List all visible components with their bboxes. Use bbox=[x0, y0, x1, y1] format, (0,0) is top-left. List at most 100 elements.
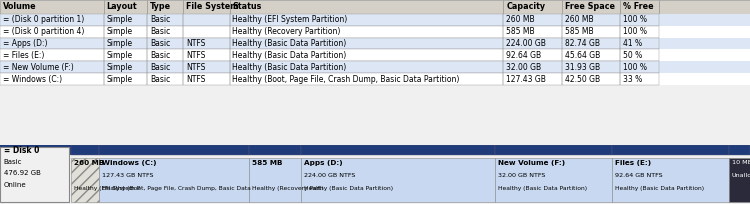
Bar bbox=[147, 0, 183, 14]
Text: Basic: Basic bbox=[150, 39, 170, 48]
Bar bbox=[562, 73, 620, 85]
Text: 31.93 GB: 31.93 GB bbox=[565, 63, 600, 72]
Bar bbox=[104, 73, 147, 85]
Bar bbox=[0, 73, 750, 85]
Text: Capacity: Capacity bbox=[506, 2, 545, 11]
Text: Simple: Simple bbox=[106, 15, 133, 24]
Text: Volume: Volume bbox=[3, 2, 37, 11]
Text: 476.92 GB: 476.92 GB bbox=[4, 170, 40, 176]
Bar bbox=[728, 158, 750, 202]
Bar bbox=[147, 61, 183, 73]
Bar bbox=[503, 38, 562, 49]
Text: Windows (C:): Windows (C:) bbox=[102, 160, 157, 166]
Text: 82.74 GB: 82.74 GB bbox=[565, 39, 600, 48]
Text: Status: Status bbox=[232, 2, 262, 11]
Text: = Windows (C:): = Windows (C:) bbox=[3, 75, 62, 84]
Text: Basic: Basic bbox=[150, 27, 170, 36]
Bar bbox=[620, 61, 659, 73]
Text: Simple: Simple bbox=[106, 51, 133, 60]
Text: NTFS: NTFS bbox=[186, 63, 206, 72]
Text: Online: Online bbox=[4, 182, 26, 187]
Text: 42.50 GB: 42.50 GB bbox=[565, 75, 600, 84]
Bar bbox=[147, 14, 183, 26]
Text: Healthy (Basic Data Partition): Healthy (Basic Data Partition) bbox=[232, 51, 346, 60]
Bar bbox=[70, 145, 99, 155]
Bar bbox=[562, 26, 620, 38]
Bar bbox=[503, 14, 562, 26]
Bar bbox=[620, 0, 659, 14]
Bar bbox=[147, 49, 183, 61]
Text: Basic: Basic bbox=[150, 15, 170, 24]
Bar bbox=[104, 38, 147, 49]
Bar bbox=[620, 73, 659, 85]
Bar bbox=[659, 0, 750, 14]
Text: Basic: Basic bbox=[150, 75, 170, 84]
Text: Apps (D:): Apps (D:) bbox=[304, 160, 343, 166]
Bar bbox=[0, 38, 104, 49]
Bar bbox=[562, 49, 620, 61]
Bar bbox=[230, 14, 503, 26]
Text: Unallocated: Unallocated bbox=[731, 173, 750, 178]
Text: 32.00 GB NTFS: 32.00 GB NTFS bbox=[498, 173, 546, 178]
Text: Healthy (EFI System Partition): Healthy (EFI System Partition) bbox=[232, 15, 348, 24]
Text: Healthy (Recovery Parti: Healthy (Recovery Parti bbox=[252, 186, 323, 191]
Text: Simple: Simple bbox=[106, 39, 133, 48]
Text: Basic: Basic bbox=[150, 51, 170, 60]
Bar bbox=[183, 26, 230, 38]
Text: Free Space: Free Space bbox=[565, 2, 615, 11]
Bar bbox=[0, 73, 104, 85]
Bar bbox=[104, 26, 147, 38]
Text: Basic: Basic bbox=[150, 63, 170, 72]
Bar bbox=[70, 158, 99, 202]
Text: = New Volume (F:): = New Volume (F:) bbox=[3, 63, 74, 72]
Text: Healthy (Boot, Page File, Crash Dump, Basic Data Partition): Healthy (Boot, Page File, Crash Dump, Ba… bbox=[232, 75, 460, 84]
Bar bbox=[99, 158, 249, 202]
Bar bbox=[612, 145, 728, 155]
Text: Healthy (Basic Data Partition): Healthy (Basic Data Partition) bbox=[498, 186, 587, 191]
Bar bbox=[183, 38, 230, 49]
Bar bbox=[0, 49, 750, 61]
Bar bbox=[503, 61, 562, 73]
Bar bbox=[230, 73, 503, 85]
Text: Healthy (Basic Data Partition): Healthy (Basic Data Partition) bbox=[304, 186, 393, 191]
Bar bbox=[0, 26, 104, 38]
Text: 260 MB: 260 MB bbox=[74, 160, 104, 166]
Bar bbox=[620, 26, 659, 38]
Text: = Apps (D:): = Apps (D:) bbox=[3, 39, 47, 48]
Bar bbox=[728, 145, 750, 155]
Bar bbox=[562, 61, 620, 73]
Bar bbox=[249, 158, 301, 202]
Bar bbox=[0, 38, 750, 49]
Text: 33 %: 33 % bbox=[623, 75, 643, 84]
Text: 92.64 GB: 92.64 GB bbox=[506, 51, 542, 60]
Text: Healthy (Basic Data Partition): Healthy (Basic Data Partition) bbox=[232, 39, 346, 48]
Text: 260 MB: 260 MB bbox=[565, 15, 593, 24]
Text: 585 MB: 585 MB bbox=[506, 27, 535, 36]
Bar bbox=[503, 49, 562, 61]
Bar bbox=[0, 145, 750, 155]
Bar bbox=[503, 0, 562, 14]
Bar bbox=[104, 14, 147, 26]
Text: 260 MB: 260 MB bbox=[506, 15, 535, 24]
Text: 41 %: 41 % bbox=[623, 39, 642, 48]
Text: = Files (E:): = Files (E:) bbox=[3, 51, 44, 60]
Bar bbox=[0, 0, 104, 14]
Text: New Volume (F:): New Volume (F:) bbox=[498, 160, 566, 166]
Text: Basic: Basic bbox=[4, 159, 22, 165]
Bar bbox=[301, 145, 495, 155]
Bar bbox=[104, 49, 147, 61]
Bar bbox=[183, 73, 230, 85]
Text: Type: Type bbox=[150, 2, 171, 11]
Text: NTFS: NTFS bbox=[186, 75, 206, 84]
Text: Simple: Simple bbox=[106, 63, 133, 72]
Text: 32.00 GB: 32.00 GB bbox=[506, 63, 542, 72]
Bar bbox=[147, 26, 183, 38]
Text: 127.43 GB NTFS: 127.43 GB NTFS bbox=[102, 173, 154, 178]
Bar bbox=[620, 38, 659, 49]
Bar bbox=[0, 61, 104, 73]
Text: 100 %: 100 % bbox=[623, 63, 647, 72]
Bar bbox=[562, 38, 620, 49]
Text: Simple: Simple bbox=[106, 75, 133, 84]
Text: = (Disk 0 partition 4): = (Disk 0 partition 4) bbox=[3, 27, 84, 36]
Bar bbox=[0, 49, 104, 61]
